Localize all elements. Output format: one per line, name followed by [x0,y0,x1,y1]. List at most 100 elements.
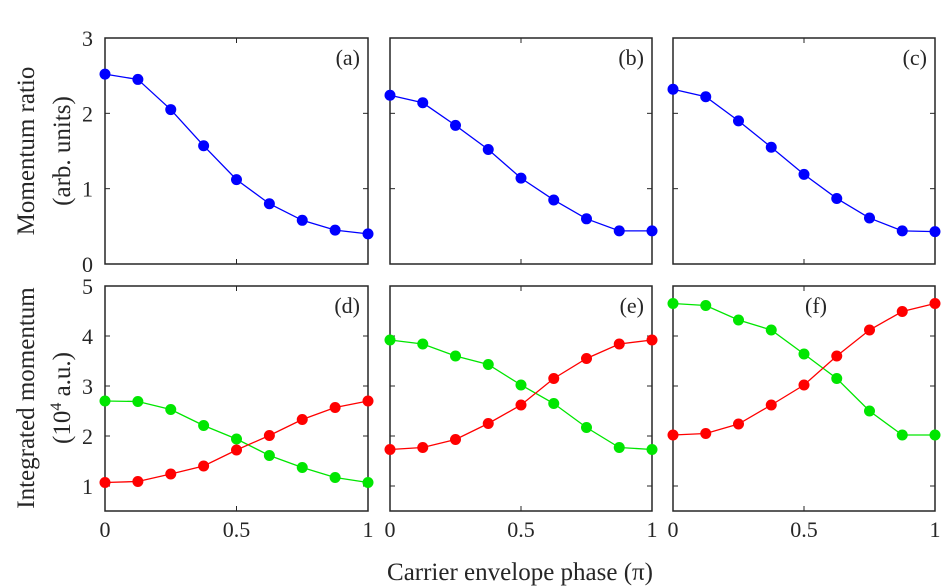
series-line [389,339,653,451]
data-point [99,68,111,80]
panel-a: 0 1 2 3 (a) [82,26,374,277]
data-point [581,353,592,364]
y-axis-label-bottom-line1: Integrated momentum [13,287,40,509]
data-point [613,442,625,453]
data-point [613,225,625,237]
data-point [165,404,177,415]
x-tick-label: 0.5 [790,517,818,542]
data-point [548,194,560,206]
data-point [548,398,560,409]
data-point [231,433,242,445]
data-point [132,396,144,407]
data-point [864,324,875,336]
data-point [329,472,341,483]
data-point [581,422,592,433]
axes-box [672,285,936,512]
data-point [231,444,242,456]
data-point [667,298,679,309]
data-point [798,168,810,180]
data-point [417,97,429,109]
data-point [362,477,374,488]
data-point [896,429,908,441]
x-tick-label: 1 [930,517,941,542]
x-tick-label: 0.5 [507,517,535,542]
data-point [798,348,810,360]
data-point [667,429,679,441]
data-point [896,306,908,317]
data-point [99,395,111,407]
data-point [231,174,242,186]
y-tick-label: 2 [82,424,93,449]
data-point [384,444,396,455]
data-point [613,338,625,350]
y-tick-label: 2 [82,101,93,126]
data-point [667,83,679,95]
data-point [515,379,527,391]
data-point [646,444,658,455]
data-point [896,225,908,237]
panel-label: (f) [805,293,827,318]
data-point [765,324,777,336]
data-point [700,428,712,439]
y-tick-label: 4 [82,324,93,349]
data-point [831,350,843,362]
data-point [417,338,429,350]
data-point [482,143,494,155]
data-point [482,418,494,429]
axes-box [672,37,936,265]
data-point [450,350,461,362]
data-point [296,214,308,226]
series-line [104,73,369,235]
data-point [384,334,396,346]
data-point [384,89,396,101]
x-tick-label: 0 [100,517,111,542]
data-point [864,405,875,417]
axes-box [389,285,653,512]
data-point [482,359,494,370]
panel-label: (c) [903,45,927,70]
data-point [548,373,560,384]
data-point [700,91,712,103]
panel-label: (a) [336,45,360,70]
y-tick-label: 5 [82,274,93,299]
data-point [198,460,210,472]
x-tick-label: 1 [363,517,374,542]
data-point [296,414,308,425]
data-point [263,450,275,461]
y-axis-label-bottom-line2: (104 a.u.) [48,352,76,444]
panel-f: 0 0.5 1 (f) [667,285,941,542]
data-point [733,115,744,127]
data-point [417,442,429,453]
data-point [165,104,177,116]
data-point [329,402,341,413]
data-point [329,224,341,236]
y-axis-label-top-line2: (arb. units) [49,96,76,206]
data-point [929,429,941,441]
panel-b: (b) [384,37,658,265]
panel-c: (c) [667,37,941,265]
data-point [798,379,810,391]
data-point [864,212,875,224]
series-line [389,94,652,232]
data-point [831,192,843,204]
data-point [733,418,744,430]
panel-label: (e) [620,293,644,318]
data-point [515,399,527,411]
axes-box [104,37,369,265]
y-tick-label: 1 [82,474,93,499]
data-point [450,434,461,445]
x-tick-label: 0.5 [223,517,251,542]
y-tick-label: 3 [82,374,93,399]
series-line [389,339,653,451]
x-tick-label: 1 [647,517,658,542]
panel-d: 0 0.5 1 1 2 3 4 5 (d) [82,274,374,542]
data-point [132,73,144,85]
data-point [831,373,843,384]
data-point [646,334,658,346]
data-point [165,468,177,480]
y-axis-label-top-line1: Momentum ratio [13,67,40,236]
data-point [765,399,777,411]
data-point [198,420,210,431]
data-point [132,476,144,487]
series-line [672,302,935,436]
